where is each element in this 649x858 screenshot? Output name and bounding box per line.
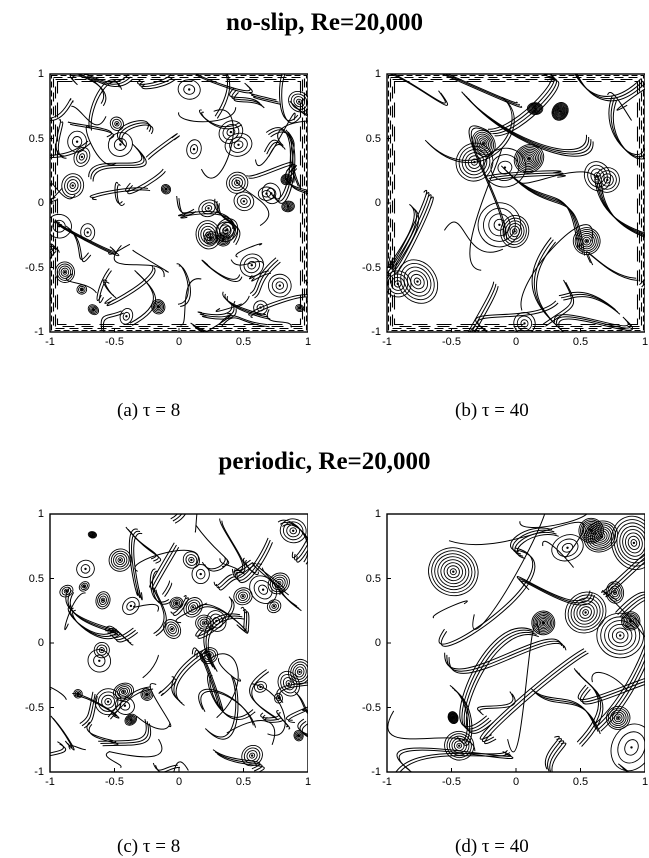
caption-d: (d) τ = 40 <box>455 836 529 857</box>
vortex-field-b <box>387 74 645 332</box>
ytick-label: -0.5 <box>362 701 381 714</box>
plot-frame-c <box>49 513 308 773</box>
ytick-label: -1 <box>34 766 44 778</box>
ytick-label: 0 <box>374 637 381 649</box>
caption-c: (c) τ = 8 <box>117 836 181 857</box>
ytick-label: 0.5 <box>365 132 381 145</box>
xtick-label: -0.5 <box>442 776 461 788</box>
xtick-label: 1 <box>641 776 649 788</box>
ytick-label: 0.5 <box>365 572 381 585</box>
ytick-label: 1 <box>37 68 44 80</box>
ytick-label: 1 <box>374 508 381 520</box>
ytick-label: -1 <box>371 326 381 338</box>
contour-plot-d <box>386 513 645 773</box>
ytick-label: -1 <box>371 766 381 778</box>
ytick-label: 0.5 <box>28 132 44 145</box>
xtick-label: 0.5 <box>572 336 589 348</box>
xtick-label: -0.5 <box>105 776 124 788</box>
xtick-label: 0 <box>175 336 183 348</box>
caption-a: (a) τ = 8 <box>117 400 181 421</box>
ytick-label: 1 <box>374 68 381 80</box>
ytick-label: 1 <box>37 508 44 520</box>
ytick-label: 0 <box>37 637 44 649</box>
ytick-label: 0.5 <box>28 572 44 585</box>
xtick-label: -1 <box>45 336 55 348</box>
contour-plot-b <box>386 73 645 333</box>
vortex-field-d <box>387 514 645 772</box>
xtick-label: 0.5 <box>572 776 589 788</box>
vortex-field-a <box>50 74 308 332</box>
xtick-label: 0.5 <box>235 336 252 348</box>
ytick-label: 0 <box>374 197 381 209</box>
ytick-label: -0.5 <box>25 701 44 714</box>
xtick-label: -0.5 <box>105 336 124 348</box>
ytick-label: 0 <box>37 197 44 209</box>
xtick-label: 1 <box>304 776 312 788</box>
xtick-label: 1 <box>304 336 312 348</box>
xtick-label: 0 <box>175 776 183 788</box>
section-title-no-slip: no-slip, Re=20,000 <box>226 9 423 36</box>
ytick-label: -1 <box>34 326 44 338</box>
caption-b: (b) τ = 40 <box>455 400 529 421</box>
xtick-label: -1 <box>382 776 392 788</box>
contour-plot-a <box>49 73 308 333</box>
section-title-periodic: periodic, Re=20,000 <box>218 448 431 475</box>
panel-b: 1 0.5 0 -0.5 -1 -1 -0.5 0 0.5 1 <box>345 62 648 402</box>
xtick-label: 1 <box>641 336 649 348</box>
xtick-label: 0 <box>512 336 520 348</box>
ytick-label: -0.5 <box>25 261 44 274</box>
xtick-label: -0.5 <box>442 336 461 348</box>
panel-a: 1 0.5 0 -0.5 -1 -1 -0.5 0 0.5 1 <box>8 62 311 402</box>
xtick-label: -1 <box>45 776 55 788</box>
panel-c: 1 0.5 0 -0.5 -1 -1 -0.5 0 0.5 1 <box>8 502 311 842</box>
xtick-label: 0.5 <box>235 776 252 788</box>
contour-plot-c <box>49 513 308 773</box>
panel-d: 1 0.5 0 -0.5 -1 -1 -0.5 0 0.5 1 <box>345 502 648 842</box>
xtick-label: 0 <box>512 776 520 788</box>
vortex-field-c <box>50 514 308 772</box>
xtick-label: -1 <box>382 336 392 348</box>
ytick-label: -0.5 <box>362 261 381 274</box>
